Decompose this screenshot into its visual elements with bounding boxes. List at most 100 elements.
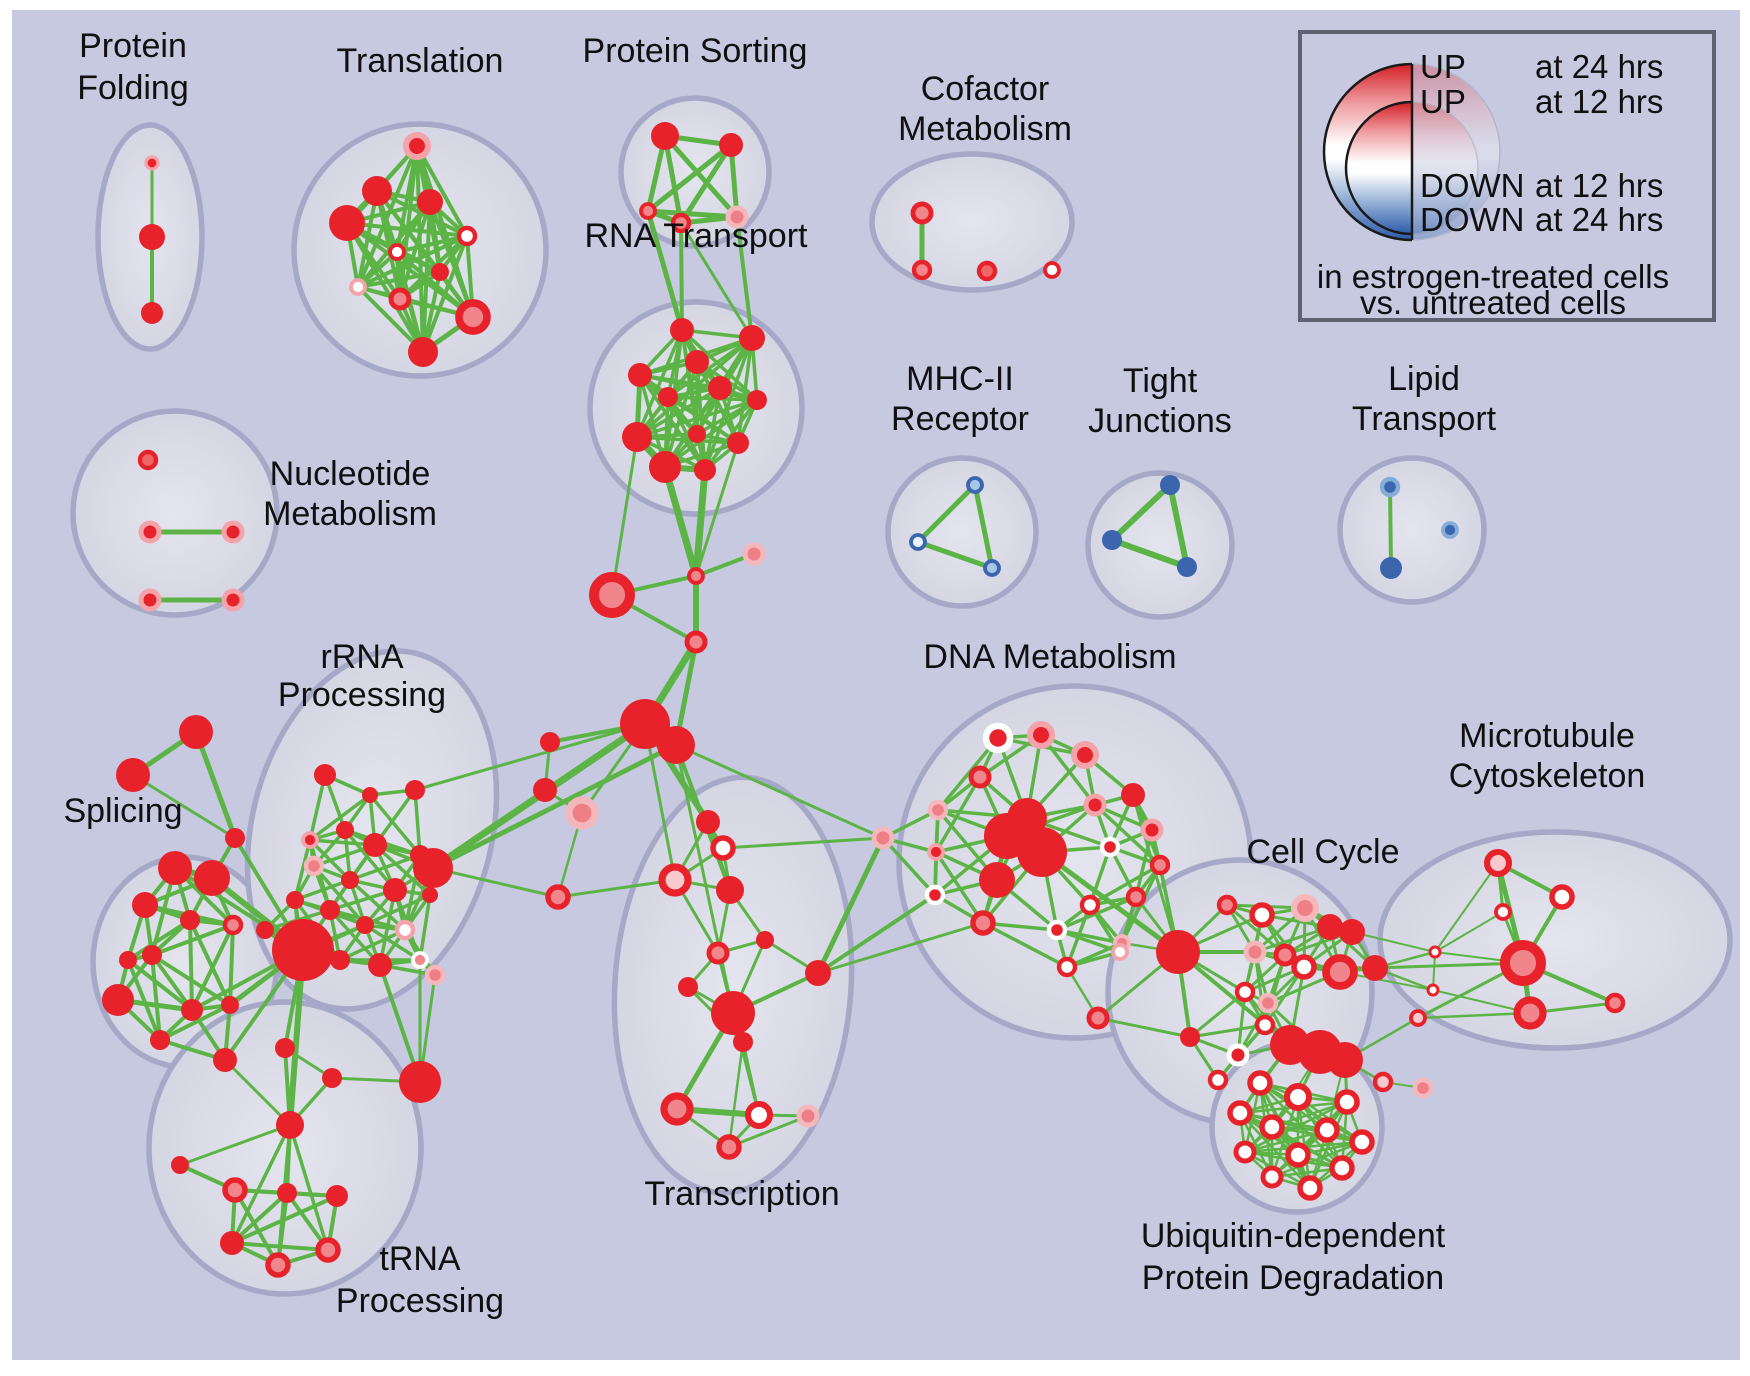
node-rp <box>1273 943 1297 967</box>
node-pr <box>138 520 162 544</box>
node-r <box>363 833 387 857</box>
edge <box>230 1124 292 1244</box>
node-pr <box>1026 720 1056 750</box>
node-r <box>805 960 831 986</box>
node-r <box>277 1183 297 1203</box>
node-rw <box>1207 1069 1229 1091</box>
node-b <box>1102 530 1122 550</box>
edge <box>349 853 421 882</box>
node-lb <box>1379 476 1401 498</box>
node-rw <box>1043 261 1061 279</box>
node-rw <box>1297 1175 1323 1201</box>
node-r <box>320 900 340 920</box>
node-rd <box>137 449 159 471</box>
edge <box>678 143 734 225</box>
node-r <box>181 999 203 1021</box>
node-r <box>139 224 165 250</box>
edge <box>815 836 886 975</box>
node-r <box>150 1030 170 1050</box>
edge <box>431 742 678 871</box>
node-r <box>540 732 560 752</box>
edge <box>1417 1011 1531 1020</box>
node-rw <box>1291 954 1317 980</box>
edge <box>356 285 425 354</box>
edge <box>639 373 758 402</box>
edge <box>308 793 372 842</box>
node-rw <box>1494 903 1512 921</box>
node-r <box>979 862 1015 898</box>
edge <box>233 1189 280 1266</box>
node-p <box>1290 893 1320 923</box>
node-rp <box>1322 954 1358 990</box>
edge <box>288 1124 330 1251</box>
legend-time-label: at 24 hrs <box>1535 48 1663 85</box>
edge <box>396 234 468 254</box>
edge <box>308 774 327 841</box>
node-rlp <box>1372 1071 1394 1093</box>
node-rp <box>265 1252 291 1278</box>
node-r <box>326 1185 348 1207</box>
node-rw <box>456 225 478 247</box>
cluster-label-tr: Processing <box>336 1282 504 1320</box>
node-rw <box>1056 956 1078 978</box>
node-rw <box>1329 1155 1355 1181</box>
edge <box>646 143 733 213</box>
cluster-label-nm: Metabolism <box>263 495 437 533</box>
node-rp <box>1125 886 1147 908</box>
edge <box>357 234 468 289</box>
edge <box>223 1058 292 1127</box>
node-r <box>383 878 407 902</box>
edge <box>179 1123 291 1167</box>
edge <box>916 483 977 544</box>
node-r <box>756 931 774 949</box>
node-rp <box>1500 940 1546 986</box>
node-rd <box>976 260 998 282</box>
node-rw <box>388 243 406 261</box>
cluster-label-mt: Cytoskeleton <box>1449 757 1646 795</box>
edge <box>368 793 422 857</box>
cluster-bubble-nm <box>70 408 280 618</box>
edge <box>735 216 754 339</box>
node-rw <box>1260 1165 1284 1189</box>
cluster-label-ub: Protein Degradation <box>1142 1259 1444 1297</box>
legend-direction-label: UP <box>1420 48 1466 85</box>
edge <box>661 466 700 577</box>
node-rlp <box>1483 848 1513 878</box>
edge <box>679 222 754 339</box>
node-r <box>685 350 709 374</box>
node-r <box>132 892 158 918</box>
node-pr <box>138 588 162 612</box>
node-r <box>1339 919 1365 945</box>
legend-time-label: at 12 hrs <box>1535 83 1663 120</box>
edge <box>1263 954 1287 1026</box>
node-rw <box>1283 1082 1313 1112</box>
node-pr <box>221 520 245 544</box>
node-rw <box>1227 1100 1253 1126</box>
node-rw <box>1234 981 1256 1003</box>
node-r <box>696 810 720 834</box>
cluster-bubble-tr <box>146 999 424 1297</box>
edge <box>936 736 1000 812</box>
edge <box>1088 846 1112 906</box>
edge <box>1254 925 1331 954</box>
node-b <box>1177 557 1197 577</box>
node-wp <box>411 951 429 969</box>
node-r <box>221 996 239 1014</box>
node-r <box>171 1156 189 1174</box>
cluster-label-cf: Cofactor <box>921 70 1050 108</box>
node-rp <box>911 259 933 281</box>
node-bw <box>909 533 927 551</box>
node-b <box>1160 475 1180 495</box>
edge <box>1271 1101 1348 1178</box>
node-r <box>716 876 744 904</box>
node-r <box>142 945 162 965</box>
node-r <box>276 1111 304 1139</box>
cluster-label-sp: Splicing <box>63 792 182 830</box>
node-rw <box>1428 945 1442 959</box>
edge <box>674 744 735 1014</box>
edge <box>675 743 884 840</box>
edge <box>150 953 194 1012</box>
node-r <box>405 780 425 800</box>
node-pr <box>301 831 319 849</box>
node-r <box>628 363 652 387</box>
